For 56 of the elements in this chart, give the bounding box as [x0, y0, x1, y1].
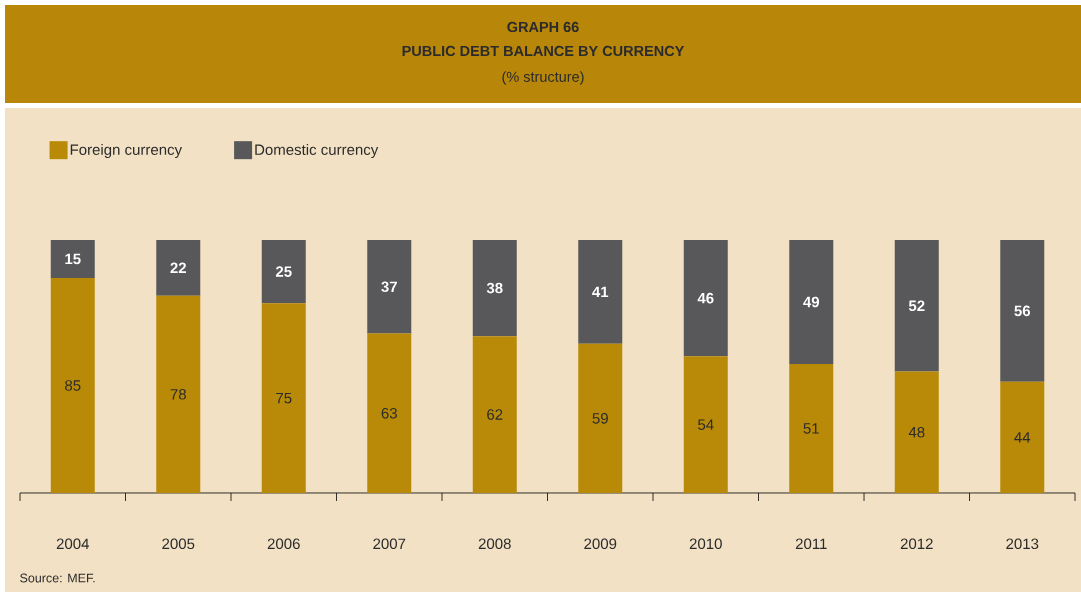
x-tick-label: 2004 [56, 538, 89, 550]
data-label: 48 [908, 426, 925, 438]
bar [1000, 239, 1045, 382]
data-label: 63 [381, 407, 397, 419]
bar [261, 303, 306, 493]
bar [789, 363, 834, 493]
data-label: 51 [803, 423, 819, 434]
data-label: 22 [170, 262, 186, 274]
source-note: Source: MEF. [20, 573, 95, 583]
data-label: 38 [486, 282, 503, 294]
chart-title: GRAPH 66 [507, 21, 579, 33]
data-label: 59 [592, 413, 608, 424]
data-label: 46 [697, 292, 714, 304]
bar [156, 239, 201, 296]
bar [367, 333, 412, 493]
x-tick-label: 2009 [584, 538, 617, 550]
bar [156, 295, 201, 493]
data-label: 15 [65, 253, 81, 265]
bar [261, 239, 306, 304]
bar [578, 343, 623, 493]
data-label: 56 [1014, 305, 1031, 317]
bar [1000, 381, 1045, 493]
bar [367, 239, 412, 334]
x-tick-label: 2008 [478, 538, 511, 550]
x-tick-label: 2012 [900, 538, 933, 550]
data-label: 62 [487, 409, 503, 420]
data-label: 75 [276, 392, 292, 404]
legend-label: Domestic currency [255, 143, 379, 158]
data-label: 52 [908, 300, 925, 312]
x-tick-label: 2010 [689, 538, 722, 550]
data-label: 25 [275, 266, 292, 277]
bar [894, 371, 939, 493]
data-label: 85 [65, 380, 81, 391]
data-label: 78 [170, 389, 186, 400]
bar [50, 277, 95, 493]
bar [472, 336, 517, 493]
data-label: 37 [381, 281, 397, 293]
x-tick-label: 2006 [267, 538, 300, 550]
data-label: 49 [803, 296, 820, 308]
text: (% structure) [502, 71, 584, 85]
chart-subtitle: PUBLIC DEBT BALANCE BY CURRENCY [402, 45, 685, 57]
bar [50, 239, 95, 278]
legend-label: Foreign currency [70, 143, 183, 158]
data-label: 54 [698, 419, 714, 430]
x-tick-label: 2013 [1006, 538, 1039, 550]
data-label: 44 [1014, 432, 1031, 443]
bar [683, 239, 728, 357]
data-label: 41 [592, 286, 609, 298]
x-tick-label: 2005 [162, 538, 195, 550]
bar [789, 239, 834, 364]
bar [472, 239, 517, 337]
x-tick-label: 2007 [373, 538, 406, 550]
bar [894, 239, 939, 372]
x-tick-label: 2011 [795, 538, 827, 550]
bar [578, 239, 623, 344]
bar [683, 356, 728, 493]
